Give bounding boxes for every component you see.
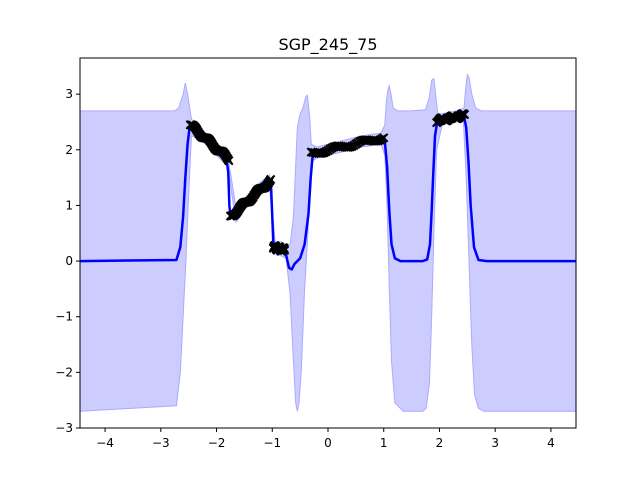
y-tick-label: −2 (55, 365, 73, 379)
x-tick-label: −4 (96, 436, 114, 450)
x-tick-label: 1 (380, 436, 388, 450)
observation-marker (279, 245, 290, 256)
x-axis: −4 −3 −2 −1 0 1 2 3 4 (96, 428, 555, 450)
y-tick-label: 2 (65, 143, 73, 157)
x-tick-label: −1 (263, 436, 281, 450)
x-tick-label: 0 (324, 436, 332, 450)
observation-marker (224, 155, 234, 166)
y-tick-label: −3 (55, 421, 73, 435)
y-tick-label: 1 (65, 198, 73, 212)
plot-area (80, 73, 576, 412)
observation-marker (378, 133, 389, 143)
y-tick-label: 0 (65, 254, 73, 268)
y-axis: −3 −2 −1 0 1 2 3 (55, 87, 80, 435)
x-tick-label: 3 (491, 436, 499, 450)
x-tick-label: 2 (436, 436, 444, 450)
confidence-band (80, 73, 576, 412)
plot-frame (79, 57, 577, 429)
x-tick-label: −2 (208, 436, 226, 450)
y-tick-label: −1 (55, 310, 73, 324)
observation-marker (265, 174, 276, 185)
x-tick-label: −3 (152, 436, 170, 450)
chart-title: SGP_245_75 (278, 35, 377, 55)
observation-marker (459, 109, 470, 120)
y-tick-label: 3 (65, 87, 73, 101)
x-tick-label: 4 (547, 436, 555, 450)
